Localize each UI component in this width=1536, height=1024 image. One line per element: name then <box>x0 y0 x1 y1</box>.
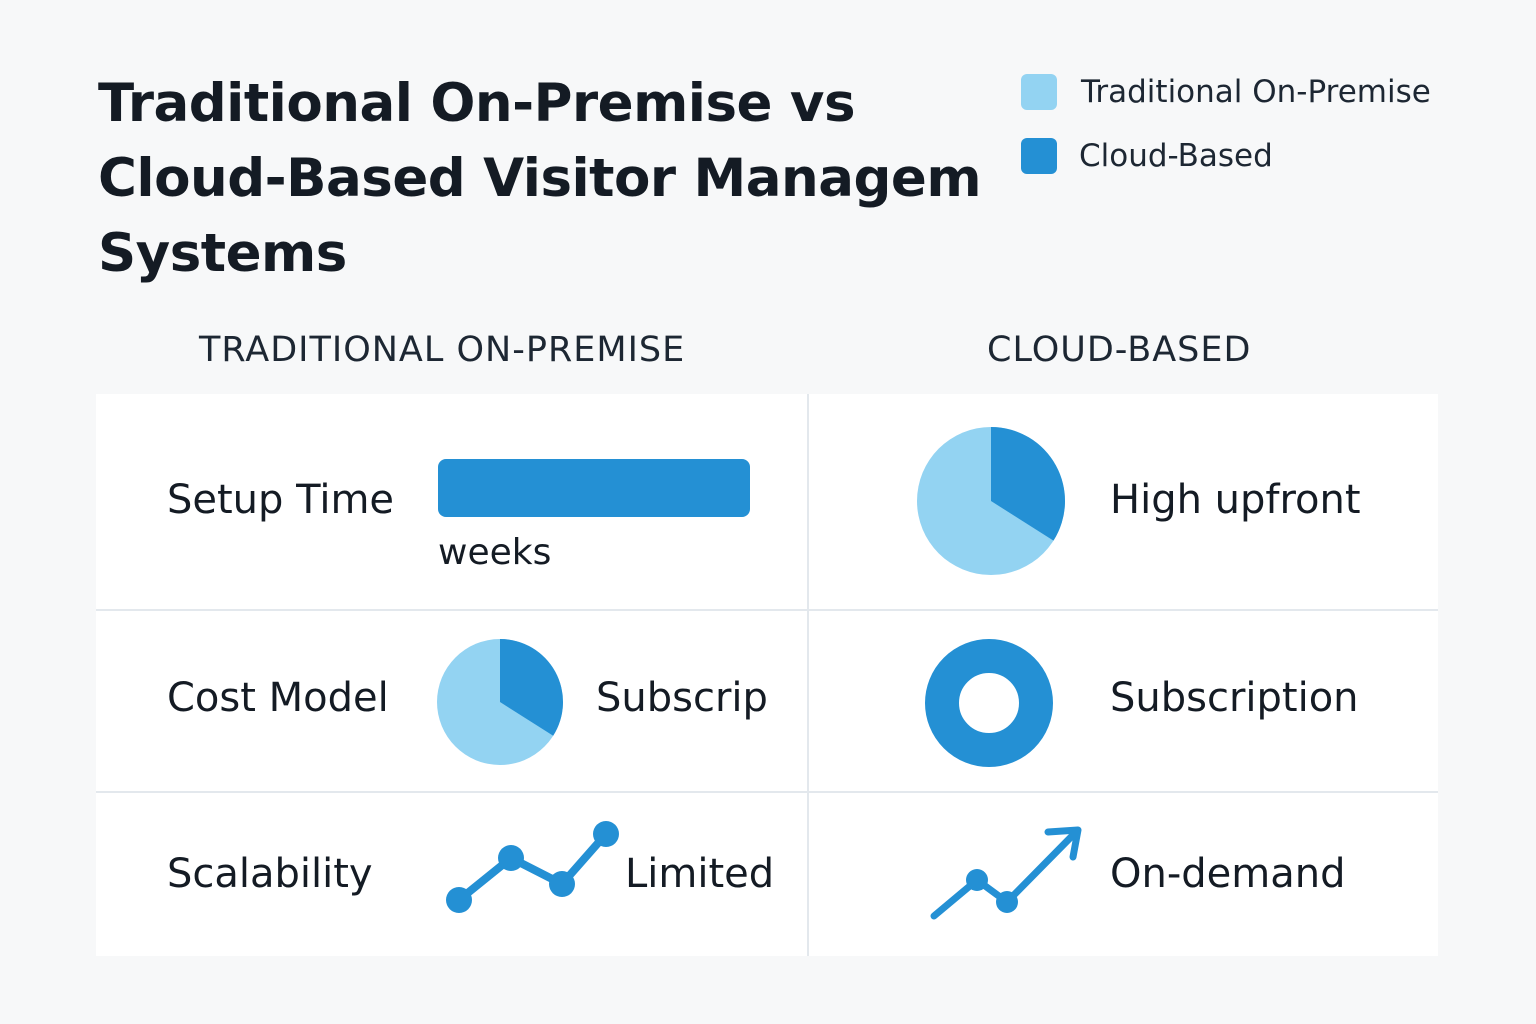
setup-time-cloud-value: High upfront <box>1110 477 1361 523</box>
legend-swatch-cloud <box>1021 138 1057 174</box>
cost-model-cloud-value: Subscription <box>1110 675 1359 721</box>
pie-slice <box>500 639 563 736</box>
comparison-table: Setup Time weeks High upfront Cost Model… <box>96 394 1438 956</box>
scalability-cloud-value: On-demand <box>1110 851 1346 897</box>
row-label-cost-model: Cost Model <box>167 675 389 721</box>
line-chart-icon <box>446 821 619 913</box>
legend-label-traditional: Traditional On-Premise <box>1081 74 1431 110</box>
row-label-setup-time: Setup Time <box>167 477 395 523</box>
pie-slice <box>991 427 1065 541</box>
setup-time-unit: weeks <box>438 532 552 573</box>
page-title: Traditional On-Premise vs Cloud-Based Vi… <box>98 66 998 291</box>
column-header-traditional: TRADITIONAL ON-PREMISE <box>199 330 686 370</box>
title-line-1: Traditional On-Premise vs <box>98 73 856 134</box>
legend-swatch-traditional <box>1021 74 1057 110</box>
legend-item-cloud: Cloud-Based <box>1021 138 1273 174</box>
bar-icon <box>438 459 750 517</box>
row-label-scalability: Scalability <box>167 851 373 897</box>
title-line-3: Systems <box>98 223 347 284</box>
donut-icon <box>925 639 1053 767</box>
legend-item-traditional: Traditional On-Premise <box>1021 74 1431 110</box>
scalability-traditional-value: Limited <box>625 851 775 897</box>
pie-chart-icon <box>917 427 1065 575</box>
row-divider <box>96 609 1438 611</box>
cost-model-traditional-value: Subscrip <box>596 675 768 721</box>
legend-label-cloud: Cloud-Based <box>1079 138 1273 174</box>
trend-up-arrow-icon <box>930 826 1082 920</box>
title-line-2: Cloud-Based Visitor Managem <box>98 148 982 209</box>
column-header-cloud: CLOUD-BASED <box>987 330 1252 370</box>
column-divider <box>807 394 809 956</box>
row-divider <box>96 791 1438 793</box>
pie-chart-icon <box>437 639 563 765</box>
